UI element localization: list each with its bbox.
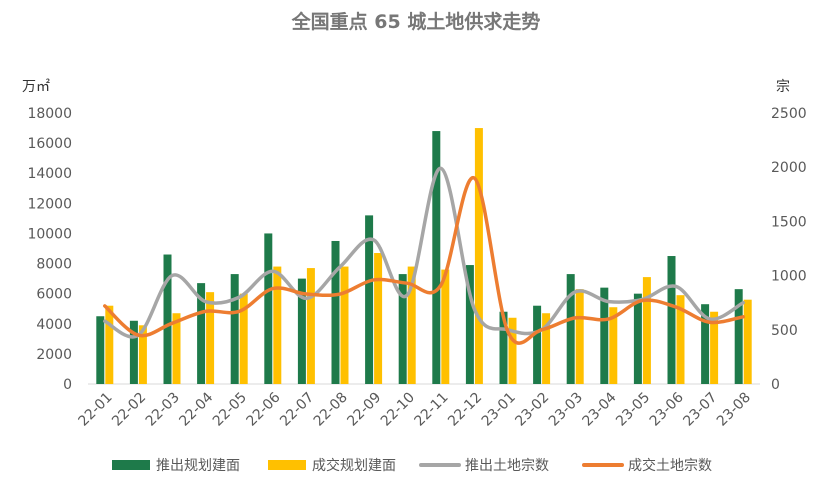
bar-deal-22-09	[374, 253, 383, 384]
right-tick-label: 0	[771, 377, 780, 393]
x-tick-label: 23-06	[647, 389, 687, 429]
x-tick-label: 23-03	[546, 390, 586, 430]
bar-deal-22-01	[105, 305, 114, 384]
bar-supply-22-01	[96, 316, 105, 384]
bar-deal-22-06	[273, 266, 282, 384]
bar-supply-23-03	[566, 274, 575, 384]
bar-supply-23-07	[701, 304, 710, 384]
x-tick-label: 22-04	[176, 389, 216, 429]
right-tick-label: 500	[771, 323, 798, 339]
left-tick-label: 18000	[27, 106, 72, 122]
bar-deal-22-03	[172, 313, 181, 384]
legend-label: 推出规划建面	[156, 458, 240, 474]
bar-supply-22-06	[264, 233, 273, 384]
bar-supply-22-08	[331, 240, 340, 384]
bar-deal-22-10	[407, 266, 416, 384]
x-tick-label: 22-09	[344, 390, 384, 430]
left-axis-unit: 万㎡	[22, 79, 50, 95]
x-tick-label: 22-11	[412, 390, 452, 430]
bar-supply-22-05	[230, 274, 239, 384]
bars-group	[96, 128, 752, 384]
x-tick-label: 22-12	[445, 390, 485, 430]
bar-deal-22-05	[239, 293, 248, 384]
legend: 推出规划建面 成交规划建面 推出土地宗数 成交土地宗数	[112, 457, 712, 474]
legend-swatch	[112, 460, 150, 470]
left-tick-label: 12000	[27, 196, 72, 212]
x-tick-label: 23-05	[613, 390, 653, 430]
bar-supply-23-06	[667, 256, 676, 384]
bar-deal-23-02	[542, 313, 551, 384]
right-tick-label: 2000	[771, 160, 807, 176]
right-tick-label: 1500	[771, 214, 807, 230]
left-tick-label: 14000	[27, 166, 72, 182]
legend-swatch	[268, 460, 306, 470]
bar-supply-22-09	[365, 215, 374, 384]
bar-supply-22-02	[129, 320, 138, 384]
x-tick-label: 23-02	[512, 390, 552, 430]
left-tick-label: 0	[63, 377, 72, 393]
bar-supply-23-08	[734, 289, 743, 384]
bar-supply-23-02	[533, 305, 542, 384]
bar-supply-23-04	[600, 287, 609, 384]
right-tick-label: 2500	[771, 106, 807, 122]
bar-deal-22-02	[138, 325, 147, 384]
x-tick-label: 22-03	[143, 390, 183, 430]
x-tick-label: 23-04	[580, 389, 620, 429]
bar-supply-22-07	[297, 278, 306, 384]
bar-deal-23-04	[609, 307, 618, 384]
chart-title: 全国重点 65 城土地供求走势	[291, 10, 541, 33]
left-axis: 0 2000 4000 6000 8000 10000 12000 14000 16000 180…	[27, 106, 72, 393]
x-tick-label: 22-06	[244, 389, 284, 429]
bar-supply-22-04	[197, 283, 206, 384]
bar-supply-23-01	[499, 311, 508, 384]
left-tick-label: 8000	[36, 257, 72, 273]
legend-label: 成交土地宗数	[628, 457, 712, 474]
bar-deal-22-11	[441, 269, 450, 384]
left-tick-label: 10000	[27, 226, 72, 242]
x-tick-label: 22-05	[210, 390, 250, 430]
bar-deal-23-05	[642, 277, 651, 384]
x-tick-label: 23-08	[714, 390, 754, 430]
bar-deal-23-03	[575, 289, 584, 384]
x-tick-label: 22-02	[109, 390, 149, 430]
bar-deal-22-12	[474, 128, 483, 384]
x-tick-label: 22-01	[76, 390, 116, 430]
legend-label: 成交规划建面	[312, 457, 396, 474]
line-deal-parcels	[103, 176, 745, 345]
bar-deal-23-07	[710, 311, 719, 384]
left-tick-label: 16000	[27, 136, 72, 152]
legend-label: 推出土地宗数	[465, 458, 549, 474]
bar-deal-22-04	[206, 292, 215, 384]
bar-supply-22-12	[465, 265, 474, 384]
lines-group	[103, 166, 745, 345]
bar-supply-22-11	[432, 131, 441, 384]
x-tick-label: 22-07	[277, 390, 317, 430]
bar-supply-23-05	[633, 293, 642, 384]
x-tick-label: 23-07	[680, 390, 720, 430]
right-tick-label: 1000	[771, 269, 807, 285]
bar-deal-22-07	[306, 268, 315, 384]
left-tick-label: 6000	[36, 287, 72, 303]
bar-supply-22-10	[398, 274, 407, 384]
bar-supply-22-03	[163, 254, 172, 384]
bar-deal-23-08	[743, 299, 752, 384]
bar-deal-23-01	[508, 317, 517, 384]
bar-deal-22-08	[340, 266, 349, 384]
bar-deal-23-06	[676, 295, 685, 384]
line-supply-parcels	[103, 166, 745, 339]
x-tick-label: 22-10	[378, 390, 418, 430]
x-tick-label: 22-08	[311, 390, 351, 430]
left-tick-label: 2000	[36, 347, 72, 363]
right-axis: 0 500 1000 1500 2000 2500	[771, 106, 807, 393]
x-tick-label: 23-01	[479, 390, 519, 430]
left-tick-label: 4000	[36, 317, 72, 333]
x-axis: 22-0122-0222-0322-0422-0522-0622-0722-08…	[76, 389, 754, 429]
right-axis-unit: 宗	[776, 79, 790, 95]
